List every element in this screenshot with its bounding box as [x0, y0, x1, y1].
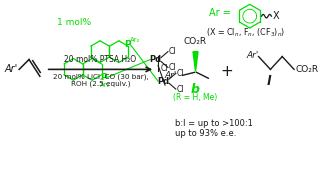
Text: 1 mol%: 1 mol% [57, 18, 91, 27]
Text: Cl: Cl [169, 47, 176, 56]
Polygon shape [193, 52, 198, 71]
Text: CO₂R: CO₂R [295, 65, 318, 74]
Text: Pd: Pd [157, 77, 169, 86]
Text: Ar =: Ar = [209, 8, 231, 18]
Text: P: P [100, 73, 107, 82]
Text: CO₂R: CO₂R [184, 37, 207, 46]
Text: Cl: Cl [161, 64, 169, 73]
Text: Cl: Cl [169, 63, 176, 72]
Text: Ar₂: Ar₂ [100, 82, 111, 88]
Text: (R = H, Me): (R = H, Me) [174, 93, 218, 102]
Text: l: l [266, 75, 271, 88]
Text: Pd: Pd [149, 55, 161, 64]
Text: Ar': Ar' [164, 71, 177, 80]
Text: Ar₂: Ar₂ [130, 37, 140, 43]
Text: 20 mol% LiCl, CO (30 bar),: 20 mol% LiCl, CO (30 bar), [52, 73, 148, 80]
Text: (X = Cl$_n$, F$_n$, (CF$_3$)$_n$): (X = Cl$_n$, F$_n$, (CF$_3$)$_n$) [206, 27, 286, 39]
Text: Cl: Cl [177, 85, 184, 94]
Text: 20 mol% PTSA.H₂O: 20 mol% PTSA.H₂O [64, 55, 136, 64]
Text: b: b [191, 83, 200, 96]
Text: Ar': Ar' [247, 51, 259, 60]
Text: up to 93% e.e.: up to 93% e.e. [175, 129, 236, 138]
Text: b:l = up to >100:1: b:l = up to >100:1 [175, 119, 253, 128]
Text: ROH (2.5 equiv.): ROH (2.5 equiv.) [71, 80, 130, 87]
Text: Ar': Ar' [4, 64, 18, 74]
Text: +: + [221, 64, 234, 79]
Text: Cl: Cl [177, 69, 184, 78]
Text: X: X [272, 11, 279, 21]
Text: P: P [124, 40, 131, 49]
